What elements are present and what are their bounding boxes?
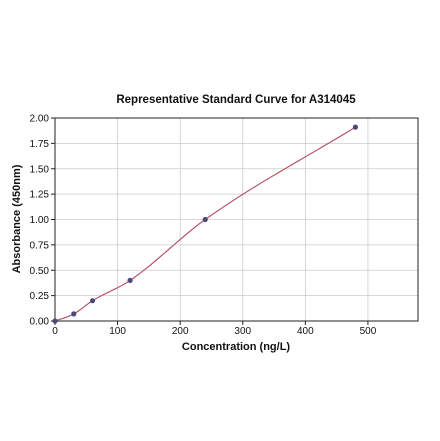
y-axis-label: Absorbance (450nm) xyxy=(11,164,23,273)
y-tick-label: 1.75 xyxy=(30,139,50,150)
x-axis-ticks: 0 100 200 300 400 500 xyxy=(52,321,377,337)
fit-curve xyxy=(54,126,356,322)
data-points xyxy=(52,124,359,324)
data-point xyxy=(52,318,58,324)
y-tick-label: 0.75 xyxy=(30,240,50,251)
y-tick-label: 0.00 xyxy=(30,317,50,328)
data-point xyxy=(202,216,208,223)
chart-title: Representative Standard Curve for A31404… xyxy=(116,94,356,106)
x-tick-label: 400 xyxy=(297,326,314,337)
data-point xyxy=(89,298,96,304)
x-tick-label: 200 xyxy=(172,326,189,337)
x-tick-label: 500 xyxy=(360,326,377,337)
x-axis-label: Concentration (ng/L) xyxy=(182,341,290,353)
y-tick-label: 0.50 xyxy=(30,266,50,277)
x-tick-label: 300 xyxy=(234,326,251,337)
y-tick-label: 0.25 xyxy=(30,291,50,302)
data-point xyxy=(71,311,77,317)
x-tick-label: 100 xyxy=(109,326,126,337)
x-tick-label: 0 xyxy=(52,326,58,337)
y-tick-label: 1.00 xyxy=(30,215,50,226)
data-point xyxy=(352,124,359,130)
y-tick-label: 1.50 xyxy=(30,164,50,175)
y-tick-label: 2.00 xyxy=(30,114,50,125)
y-axis-ticks: 0.00 0.25 0.50 0.75 1.00 1.25 1.50 1.75 2.00 xyxy=(30,114,55,328)
grid-lines xyxy=(54,117,418,322)
data-point xyxy=(127,277,133,283)
y-tick-label: 1.25 xyxy=(30,190,50,201)
